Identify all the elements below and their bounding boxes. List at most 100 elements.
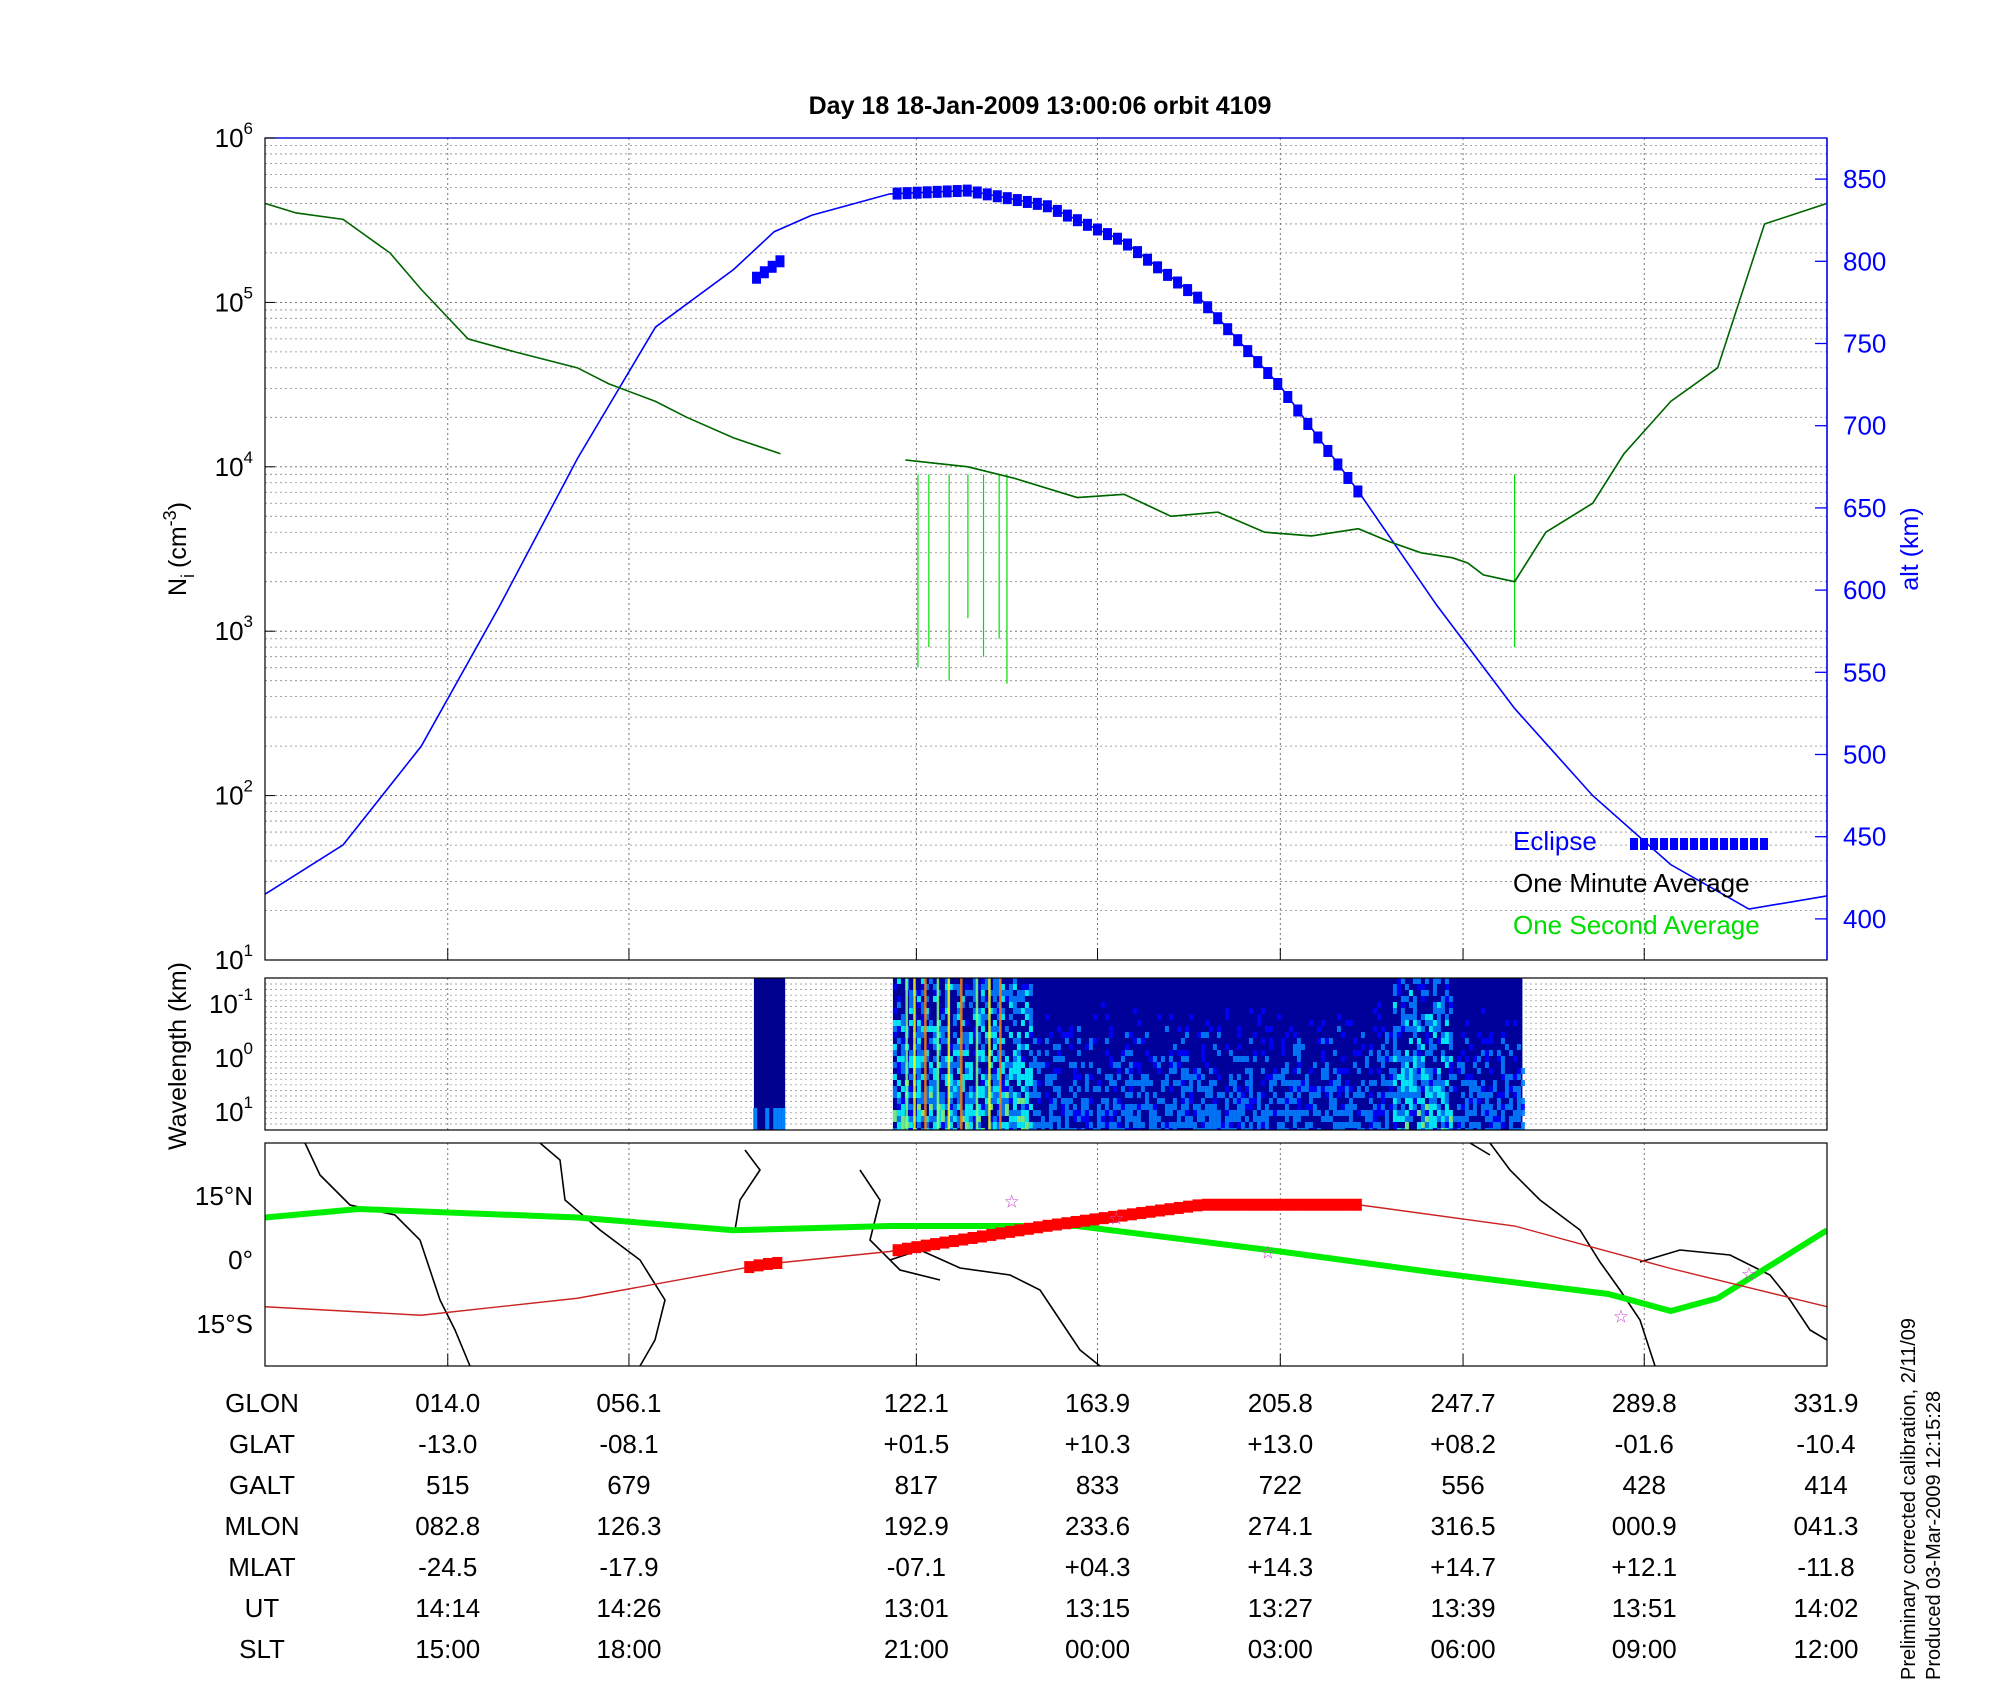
heatmap-cell xyxy=(1292,1044,1297,1050)
heatmap-cell xyxy=(1240,1098,1245,1104)
heatmap-cell xyxy=(1020,1104,1025,1110)
heatmap-cell xyxy=(1164,1128,1169,1130)
table-cell: +04.3 xyxy=(1065,1552,1131,1582)
track-marker xyxy=(1117,1209,1128,1222)
heatmap-cell xyxy=(1236,1074,1241,1080)
heatmap-cell xyxy=(1272,1110,1277,1116)
heatmap-cell xyxy=(1428,1068,1433,1074)
heatmap-cell xyxy=(1088,1044,1093,1050)
heatmap-cell xyxy=(908,1086,913,1092)
heatmap-cell xyxy=(1400,1110,1405,1116)
heatmap-cell xyxy=(1392,1068,1397,1074)
heatmap-cell xyxy=(1224,1110,1229,1116)
table-cell: +13.0 xyxy=(1247,1429,1313,1459)
heatmap-cell xyxy=(1296,1116,1301,1122)
table-cell: 000.9 xyxy=(1612,1511,1677,1541)
heatmap-cell xyxy=(1180,1038,1185,1044)
heatmap-cell xyxy=(1220,1092,1225,1098)
heatmap-cell xyxy=(940,1092,945,1098)
heatmap-cell xyxy=(1184,1104,1189,1110)
heatmap-cell xyxy=(1028,1080,1033,1086)
heatmap-cell xyxy=(1212,1068,1217,1074)
heatmap-cell xyxy=(1100,1098,1105,1104)
heatmap-cell xyxy=(1308,1122,1313,1128)
heatmap-cell xyxy=(1392,1050,1397,1056)
heatmap-cell xyxy=(908,1104,913,1110)
heatmap-cell xyxy=(1196,1104,1201,1110)
heatmap-cell xyxy=(1432,1068,1437,1074)
heatmap-cell xyxy=(1100,1122,1105,1128)
heatmap-cell xyxy=(1216,1122,1221,1128)
table-row-label: UT xyxy=(245,1593,280,1623)
eclipse-marker xyxy=(1303,417,1313,430)
heatmap-cell xyxy=(956,1050,961,1056)
heatmap-cell xyxy=(1248,1038,1253,1044)
heatmap-cell xyxy=(1404,1110,1409,1116)
heatmap-cell xyxy=(1048,1110,1053,1116)
heatmap-cell xyxy=(1004,1092,1009,1098)
heatmap-cell xyxy=(1004,1128,1009,1130)
heatmap-cell xyxy=(1468,1086,1473,1092)
table-cell: 03:00 xyxy=(1248,1634,1313,1664)
heatmap-cell xyxy=(1436,1020,1441,1026)
heatmap-cell xyxy=(1116,1128,1121,1130)
heatmap-cell xyxy=(1420,1026,1425,1032)
heatmap-cell xyxy=(944,1122,949,1128)
table-cell: 679 xyxy=(607,1470,650,1500)
heatmap-cell xyxy=(960,1032,965,1038)
eclipse-marker xyxy=(1293,404,1303,417)
heatmap-cell xyxy=(1464,1074,1469,1080)
heatmap-cell xyxy=(1232,1080,1237,1086)
heatmap-cell xyxy=(1292,1032,1297,1038)
heatmap-cell xyxy=(1420,1110,1425,1116)
heatmap-cell xyxy=(948,1080,953,1086)
heatmap-cell xyxy=(1136,1080,1141,1086)
track-marker xyxy=(753,1259,764,1272)
heatmap-cell xyxy=(1504,1020,1509,1026)
heatmap-cell xyxy=(1032,1110,1037,1116)
heatmap-cell xyxy=(1184,1050,1189,1056)
heatmap-cell xyxy=(1028,1014,1033,1020)
heatmap-cell xyxy=(1364,1128,1369,1130)
wavelength-axes-box xyxy=(264,977,1828,1131)
heatmap-cell xyxy=(960,1044,965,1050)
heatmap-cell xyxy=(1324,1092,1329,1098)
heatmap-cell xyxy=(1136,1062,1141,1068)
heatmap-cell xyxy=(1440,1050,1445,1056)
legend-eclipse-marker xyxy=(1740,838,1748,850)
heatmap-cell xyxy=(1396,990,1401,996)
heatmap-cell xyxy=(1336,1128,1341,1130)
heatmap-cell xyxy=(996,1092,1001,1098)
heatmap-cell xyxy=(1428,1086,1433,1092)
track-marker xyxy=(892,1244,903,1257)
table-cell: 18:00 xyxy=(596,1634,661,1664)
eclipse-marker xyxy=(1203,301,1213,314)
heatmap-cell xyxy=(916,1044,921,1050)
heatmap-cell xyxy=(1380,1056,1385,1062)
table-row-label: GALT xyxy=(229,1470,295,1500)
heatmap-cell xyxy=(916,1020,921,1026)
heatmap-cell xyxy=(1316,1092,1321,1098)
heatmap-cell xyxy=(996,1104,1001,1110)
heatmap-cell xyxy=(1416,1068,1421,1074)
heatmap-cell xyxy=(932,1038,937,1044)
map-axes-box xyxy=(264,1142,1828,1367)
heatmap-cell xyxy=(1076,1074,1081,1080)
heatmap-cell xyxy=(1008,984,1013,990)
heatmap-cell xyxy=(1196,1068,1201,1074)
heatmap-cell xyxy=(1252,1056,1257,1062)
heatmap-cell xyxy=(1252,1110,1257,1116)
heatmap-cell xyxy=(1392,1080,1397,1086)
station-star: ☆ xyxy=(1004,1192,1020,1212)
heatmap-cell xyxy=(1396,1098,1401,1104)
side-note-line1: Preliminary corrected calibration, 2/11/… xyxy=(1898,1318,1920,1680)
heatmap-cell xyxy=(1200,1086,1205,1092)
heatmap-cell xyxy=(1072,1068,1077,1074)
heatmap-cell xyxy=(1280,1122,1285,1128)
heatmap-cell xyxy=(1208,1068,1213,1074)
table-cell: 205.8 xyxy=(1248,1388,1313,1418)
heatmap-cell xyxy=(940,1038,945,1044)
heatmap-cell xyxy=(1124,1092,1129,1098)
heatmap-cell xyxy=(1104,1014,1109,1020)
table-cell: -07.1 xyxy=(887,1552,946,1582)
